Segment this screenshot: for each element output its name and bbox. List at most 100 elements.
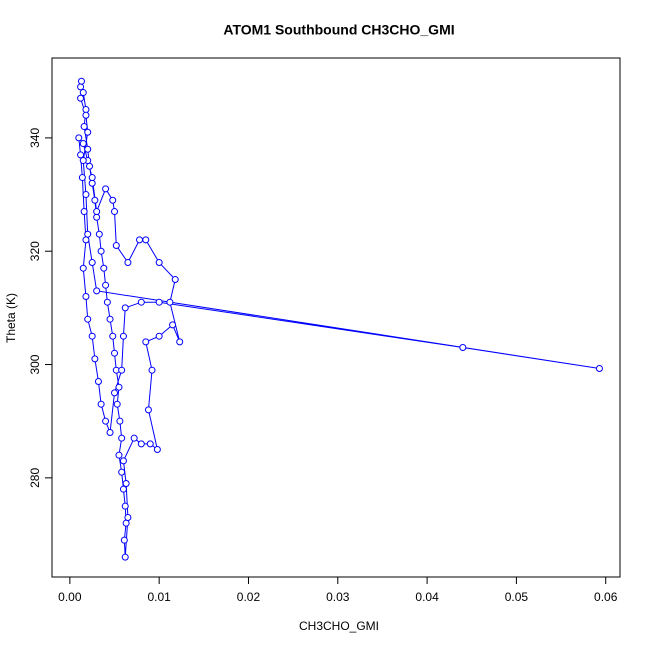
data-point <box>595 364 603 372</box>
data-point <box>121 304 129 312</box>
data-point <box>78 174 86 182</box>
data-point <box>79 157 87 165</box>
data-point <box>80 123 88 131</box>
data-point <box>77 83 85 91</box>
x-tick-label: 0.02 <box>237 590 261 604</box>
data-point <box>109 332 117 340</box>
data-point <box>109 196 117 204</box>
data-point <box>111 208 119 216</box>
data-point <box>111 349 119 357</box>
y-tick-label: 320 <box>28 241 42 261</box>
data-point <box>153 446 161 454</box>
data-point <box>136 236 144 244</box>
data-point <box>124 259 132 267</box>
data-point <box>106 429 114 437</box>
data-point <box>121 502 129 510</box>
data-point <box>146 440 154 448</box>
data-point <box>121 553 129 561</box>
data-point <box>122 480 130 488</box>
y-tick-label: 280 <box>28 468 42 488</box>
data-point <box>171 276 179 284</box>
data-point <box>176 338 184 346</box>
data-point <box>119 332 127 340</box>
data-point <box>169 321 177 329</box>
data-point <box>88 174 96 182</box>
data-point <box>137 298 145 306</box>
y-axis-label: Theta (K) <box>4 293 18 343</box>
x-tick-label: 0.03 <box>326 590 350 604</box>
data-point <box>102 417 110 425</box>
data-point <box>102 281 110 289</box>
data-point <box>91 355 99 363</box>
data-point <box>119 485 127 493</box>
data-point <box>118 468 126 476</box>
data-point <box>144 406 152 414</box>
data-point <box>112 242 120 250</box>
data-point <box>75 134 83 142</box>
data-point <box>82 191 90 199</box>
data-point <box>88 332 96 340</box>
data-point <box>103 298 111 306</box>
data-point <box>82 111 90 119</box>
data-point <box>100 264 108 272</box>
data-point <box>79 264 87 272</box>
data-point <box>115 451 123 459</box>
data-point <box>88 259 96 267</box>
data-point <box>459 344 467 352</box>
data-point <box>116 417 124 425</box>
y-tick-label: 300 <box>28 354 42 374</box>
x-axis-label: CH3CHO_GMI <box>299 619 379 633</box>
data-point <box>84 230 92 238</box>
plot-frame <box>51 57 621 578</box>
data-point <box>82 236 90 244</box>
chart-title: ATOM1 Southbound CH3CHO_GMI <box>223 22 454 38</box>
data-point <box>119 457 127 465</box>
data-point <box>79 89 87 97</box>
data-point <box>155 259 163 267</box>
data-point <box>94 378 102 386</box>
data-point <box>91 196 99 204</box>
data-point <box>77 151 85 159</box>
data-point <box>111 389 119 397</box>
x-tick-label: 0.05 <box>505 590 529 604</box>
data-point <box>86 162 94 170</box>
data-point <box>122 519 130 527</box>
data-point <box>137 440 145 448</box>
data-point <box>84 128 92 136</box>
data-point <box>88 179 96 187</box>
plot-area <box>75 77 603 561</box>
data-point <box>93 213 101 221</box>
data-point <box>97 400 105 408</box>
data-point <box>102 185 110 193</box>
data-point <box>93 287 101 295</box>
data-point <box>118 366 126 374</box>
data-point <box>115 383 123 391</box>
data-point <box>95 230 103 238</box>
data-point <box>120 536 128 544</box>
data-point <box>142 338 150 346</box>
data-point <box>82 293 90 301</box>
data-point <box>84 145 92 153</box>
x-tick-label: 0.00 <box>58 590 82 604</box>
data-point <box>93 208 101 216</box>
data-point <box>82 106 90 114</box>
x-tick-label: 0.06 <box>594 590 618 604</box>
series-line <box>78 81 600 558</box>
data-point <box>113 400 121 408</box>
y-tick-label: 340 <box>28 128 42 148</box>
data-point <box>155 332 163 340</box>
data-point <box>77 77 85 85</box>
data-point <box>77 94 85 102</box>
data-point <box>79 140 87 148</box>
data-point <box>118 434 126 442</box>
data-point <box>155 298 163 306</box>
data-point <box>80 208 88 216</box>
data-point <box>124 514 132 522</box>
data-point <box>97 247 105 255</box>
data-point <box>106 315 114 323</box>
data-point <box>166 298 174 306</box>
x-tick-label: 0.01 <box>147 590 171 604</box>
data-point <box>148 366 156 374</box>
data-point <box>142 236 150 244</box>
